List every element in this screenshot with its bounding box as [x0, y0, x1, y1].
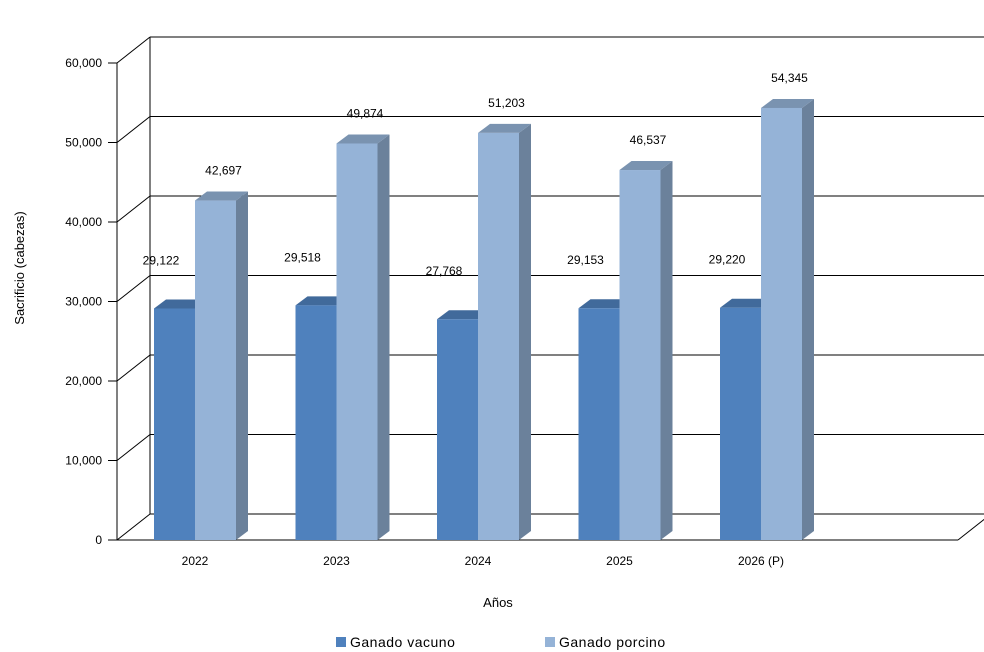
- legend-swatch: [545, 637, 555, 647]
- bar-top: [295, 296, 349, 306]
- bar-front: [720, 307, 761, 540]
- bar-side: [236, 191, 248, 541]
- x-tick-label: 2025: [606, 554, 633, 568]
- gridlines: [116, 36, 984, 541]
- data-labels: 29,122 42,697 29,518 49,874 27,768 51,203 29,1…: [143, 71, 809, 278]
- y-tick-label: 60,000: [65, 56, 102, 70]
- bar-top: [619, 161, 673, 171]
- plot-floor: [117, 518, 984, 541]
- legend-swatch: [336, 637, 346, 647]
- bar-front: [154, 308, 195, 540]
- data-label: 46,537: [630, 133, 667, 147]
- x-tick-label: 2023: [323, 554, 350, 568]
- bar-front: [761, 107, 802, 541]
- legend-item: Ganado porcino: [545, 634, 666, 650]
- bar-top: [720, 298, 773, 308]
- data-label: 27,768: [426, 264, 463, 278]
- data-label: 51,203: [488, 96, 525, 110]
- y-tick-label: 40,000: [65, 215, 102, 229]
- bar-top: [578, 299, 632, 309]
- bar-ganado-porcino: [478, 123, 531, 540]
- bar-front: [437, 319, 478, 540]
- bars: [154, 98, 814, 541]
- data-label: 49,874: [347, 107, 384, 121]
- x-tick-label: 2026 (P): [738, 554, 784, 568]
- bar-top: [478, 123, 531, 133]
- bar-front: [619, 170, 661, 540]
- bar-ganado-porcino: [619, 161, 673, 540]
- bar-side: [802, 98, 814, 541]
- bar-top: [761, 98, 814, 108]
- y-tick-label: 50,000: [65, 136, 102, 150]
- bar-side: [519, 123, 531, 540]
- bar-front: [295, 305, 337, 540]
- bar-front: [336, 143, 378, 540]
- legend-label: Ganado porcino: [559, 634, 666, 650]
- bar-front: [578, 308, 620, 540]
- y-tick-label: 30,000: [65, 295, 102, 309]
- data-label: 42,697: [205, 164, 242, 178]
- bar-side: [377, 134, 390, 540]
- data-label: 29,220: [709, 253, 746, 267]
- gridline-diagonal: [116, 195, 151, 223]
- legend: Ganado vacuno Ganado porcino: [336, 634, 666, 650]
- floor-right-edge: [957, 518, 984, 541]
- bar-front: [195, 200, 236, 541]
- bar-top: [154, 299, 207, 309]
- y-tick-label: 20,000: [65, 374, 102, 388]
- y-tick-label: 10,000: [65, 454, 102, 468]
- bar-top: [195, 191, 248, 201]
- bar-ganado-porcino: [336, 134, 390, 540]
- bar-front: [478, 132, 519, 540]
- x-axis-title: Años: [483, 595, 513, 610]
- gridline-diagonal: [116, 354, 151, 382]
- bar-side: [660, 161, 673, 540]
- gridline-diagonal: [116, 434, 151, 461]
- bar-ganado-porcino: [195, 191, 248, 541]
- legend-item: Ganado vacuno: [336, 634, 455, 650]
- y-axis-title: Sacrificio (cabezas): [12, 211, 27, 324]
- bar-ganado-porcino: [761, 98, 814, 541]
- data-label: 29,122: [143, 253, 180, 267]
- data-label: 29,518: [284, 250, 321, 264]
- bar-top: [336, 134, 390, 144]
- x-tick-label: 2024: [465, 554, 492, 568]
- data-label: 54,345: [771, 71, 808, 85]
- x-axis-tick-labels: 2022 2023 2024 2025 2026 (P): [182, 554, 784, 568]
- legend-label: Ganado vacuno: [350, 634, 455, 650]
- y-axis-tick-labels: 0 10,000 20,000 30,000 40,000 50,000 60,000: [65, 56, 117, 547]
- data-label: 29,153: [567, 253, 604, 267]
- gridline-diagonal: [116, 275, 151, 302]
- bar-top: [437, 310, 490, 320]
- y-tick-label: 0: [95, 533, 102, 547]
- gridline-diagonal: [116, 36, 151, 64]
- gridline-diagonal: [116, 513, 151, 541]
- gridline-diagonal: [116, 116, 151, 143]
- x-tick-label: 2022: [182, 554, 209, 568]
